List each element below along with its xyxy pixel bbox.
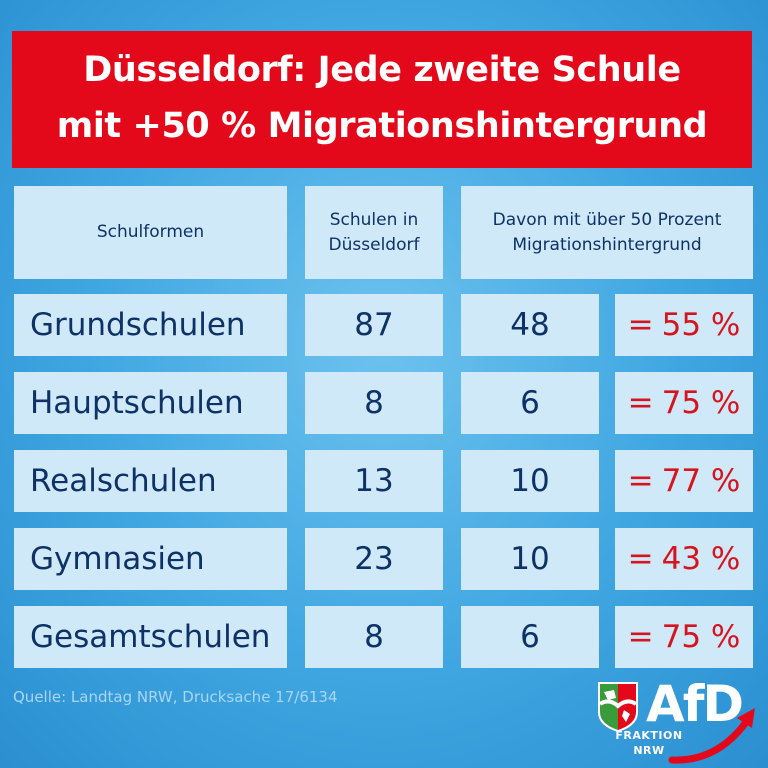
afd-wordmark: AfD (646, 675, 744, 733)
table-row-schools: 87 (305, 294, 443, 356)
source-note: Quelle: Landtag NRW, Drucksache 17/6134 (13, 688, 338, 706)
table-row-over50: 48 (461, 294, 599, 356)
header-migration-line-2: Migrationshintergrund (512, 234, 702, 255)
logo-nrw: NRW (633, 744, 665, 757)
percent-value: 43 % (661, 541, 741, 577)
table-row-name: Gesamtschulen (14, 606, 287, 668)
afd-fraktion-logo: AfD FRAKTION NRW (594, 678, 760, 764)
equals-sign: = (627, 307, 654, 343)
headline-line-2: mit +50 % Migrationshintergrund (56, 105, 708, 146)
equals-sign: = (627, 541, 654, 577)
equals-sign: = (627, 385, 654, 421)
table-row-percent: = 43 % (615, 528, 753, 590)
logo-fraktion: FRAKTION (615, 729, 683, 742)
table-row-percent: = 55 % (615, 294, 753, 356)
table-row-schools: 8 (305, 372, 443, 434)
table-row-name: Realschulen (14, 450, 287, 512)
headline-line-1: Düsseldorf: Jede zweite Schule (83, 49, 681, 90)
table-row-name: Hauptschulen (14, 372, 287, 434)
table-row-schools: 23 (305, 528, 443, 590)
percent-value: 75 % (661, 619, 741, 655)
header-schulen: Schulen in Düsseldorf (305, 186, 443, 279)
table-row-name: Gymnasien (14, 528, 287, 590)
table-row-over50: 6 (461, 372, 599, 434)
header-schulformen: Schulformen (14, 186, 287, 279)
table-row-over50: 10 (461, 528, 599, 590)
nrw-crest-icon (598, 682, 755, 764)
table-row-percent: = 77 % (615, 450, 753, 512)
table-row-percent: = 75 % (615, 372, 753, 434)
percent-value: 75 % (661, 385, 741, 421)
headline-banner: Düsseldorf: Jede zweite Schule mit +50 %… (12, 31, 752, 168)
header-schulformen-label: Schulformen (96, 222, 205, 242)
equals-sign: = (627, 463, 654, 499)
header-schulen-line-2: Düsseldorf (328, 234, 420, 255)
table-row-over50: 10 (461, 450, 599, 512)
table-row-percent: = 75 % (615, 606, 753, 668)
table-row-name: Grundschulen (14, 294, 287, 356)
percent-value: 55 % (661, 307, 741, 343)
header-schulen-line-1: Schulen in (329, 209, 419, 230)
percent-value: 77 % (661, 463, 741, 499)
table-row-over50: 6 (461, 606, 599, 668)
header-migration-line-1: Davon mit über 50 Prozent (492, 209, 722, 230)
table-row-schools: 8 (305, 606, 443, 668)
header-migration: Davon mit über 50 Prozent Migrationshint… (461, 186, 753, 279)
equals-sign: = (627, 619, 654, 655)
table-row-schools: 13 (305, 450, 443, 512)
